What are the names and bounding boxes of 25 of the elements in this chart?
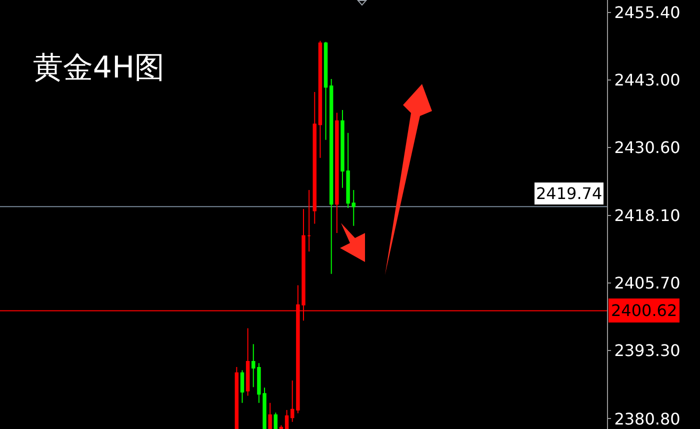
candlestick	[284, 409, 289, 429]
candlestick	[329, 78, 334, 274]
y-tick-label: 2380.80	[614, 409, 680, 428]
candlestick	[312, 92, 316, 224]
ref-line-label: 2419.74	[536, 184, 602, 203]
candlestick	[279, 424, 284, 429]
candlestick	[290, 380, 294, 422]
y-tick-label: 2430.60	[614, 138, 680, 158]
candlestick	[240, 370, 244, 404]
y-tick-label: 2405.70	[614, 274, 680, 293]
ref-line-label: 2400.62	[611, 301, 678, 320]
y-tick-label: 2455.40	[614, 3, 680, 22]
y-tick-label: 2393.30	[614, 341, 680, 360]
y-tick-label: 2418.10	[614, 206, 680, 226]
candlestick	[246, 328, 250, 396]
candlestick	[268, 402, 272, 429]
candlestick	[318, 40, 322, 158]
text: 黄金4H图	[32, 50, 165, 86]
candlestick	[324, 41, 328, 140]
y-tick-label: 2443.00	[614, 70, 680, 90]
candlestick	[335, 112, 339, 234]
candlestick	[274, 412, 278, 429]
candlestick	[234, 366, 239, 429]
candlestick	[352, 190, 356, 226]
candlestick	[307, 190, 311, 252]
